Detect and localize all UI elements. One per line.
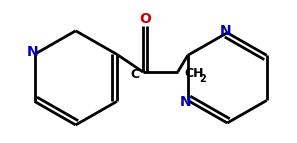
Text: N: N [180,95,192,109]
Text: O: O [139,12,151,26]
Text: N: N [27,45,38,59]
Text: 2: 2 [200,74,206,84]
Text: C: C [131,68,140,81]
Text: N: N [219,24,231,38]
Text: CH: CH [185,67,204,81]
